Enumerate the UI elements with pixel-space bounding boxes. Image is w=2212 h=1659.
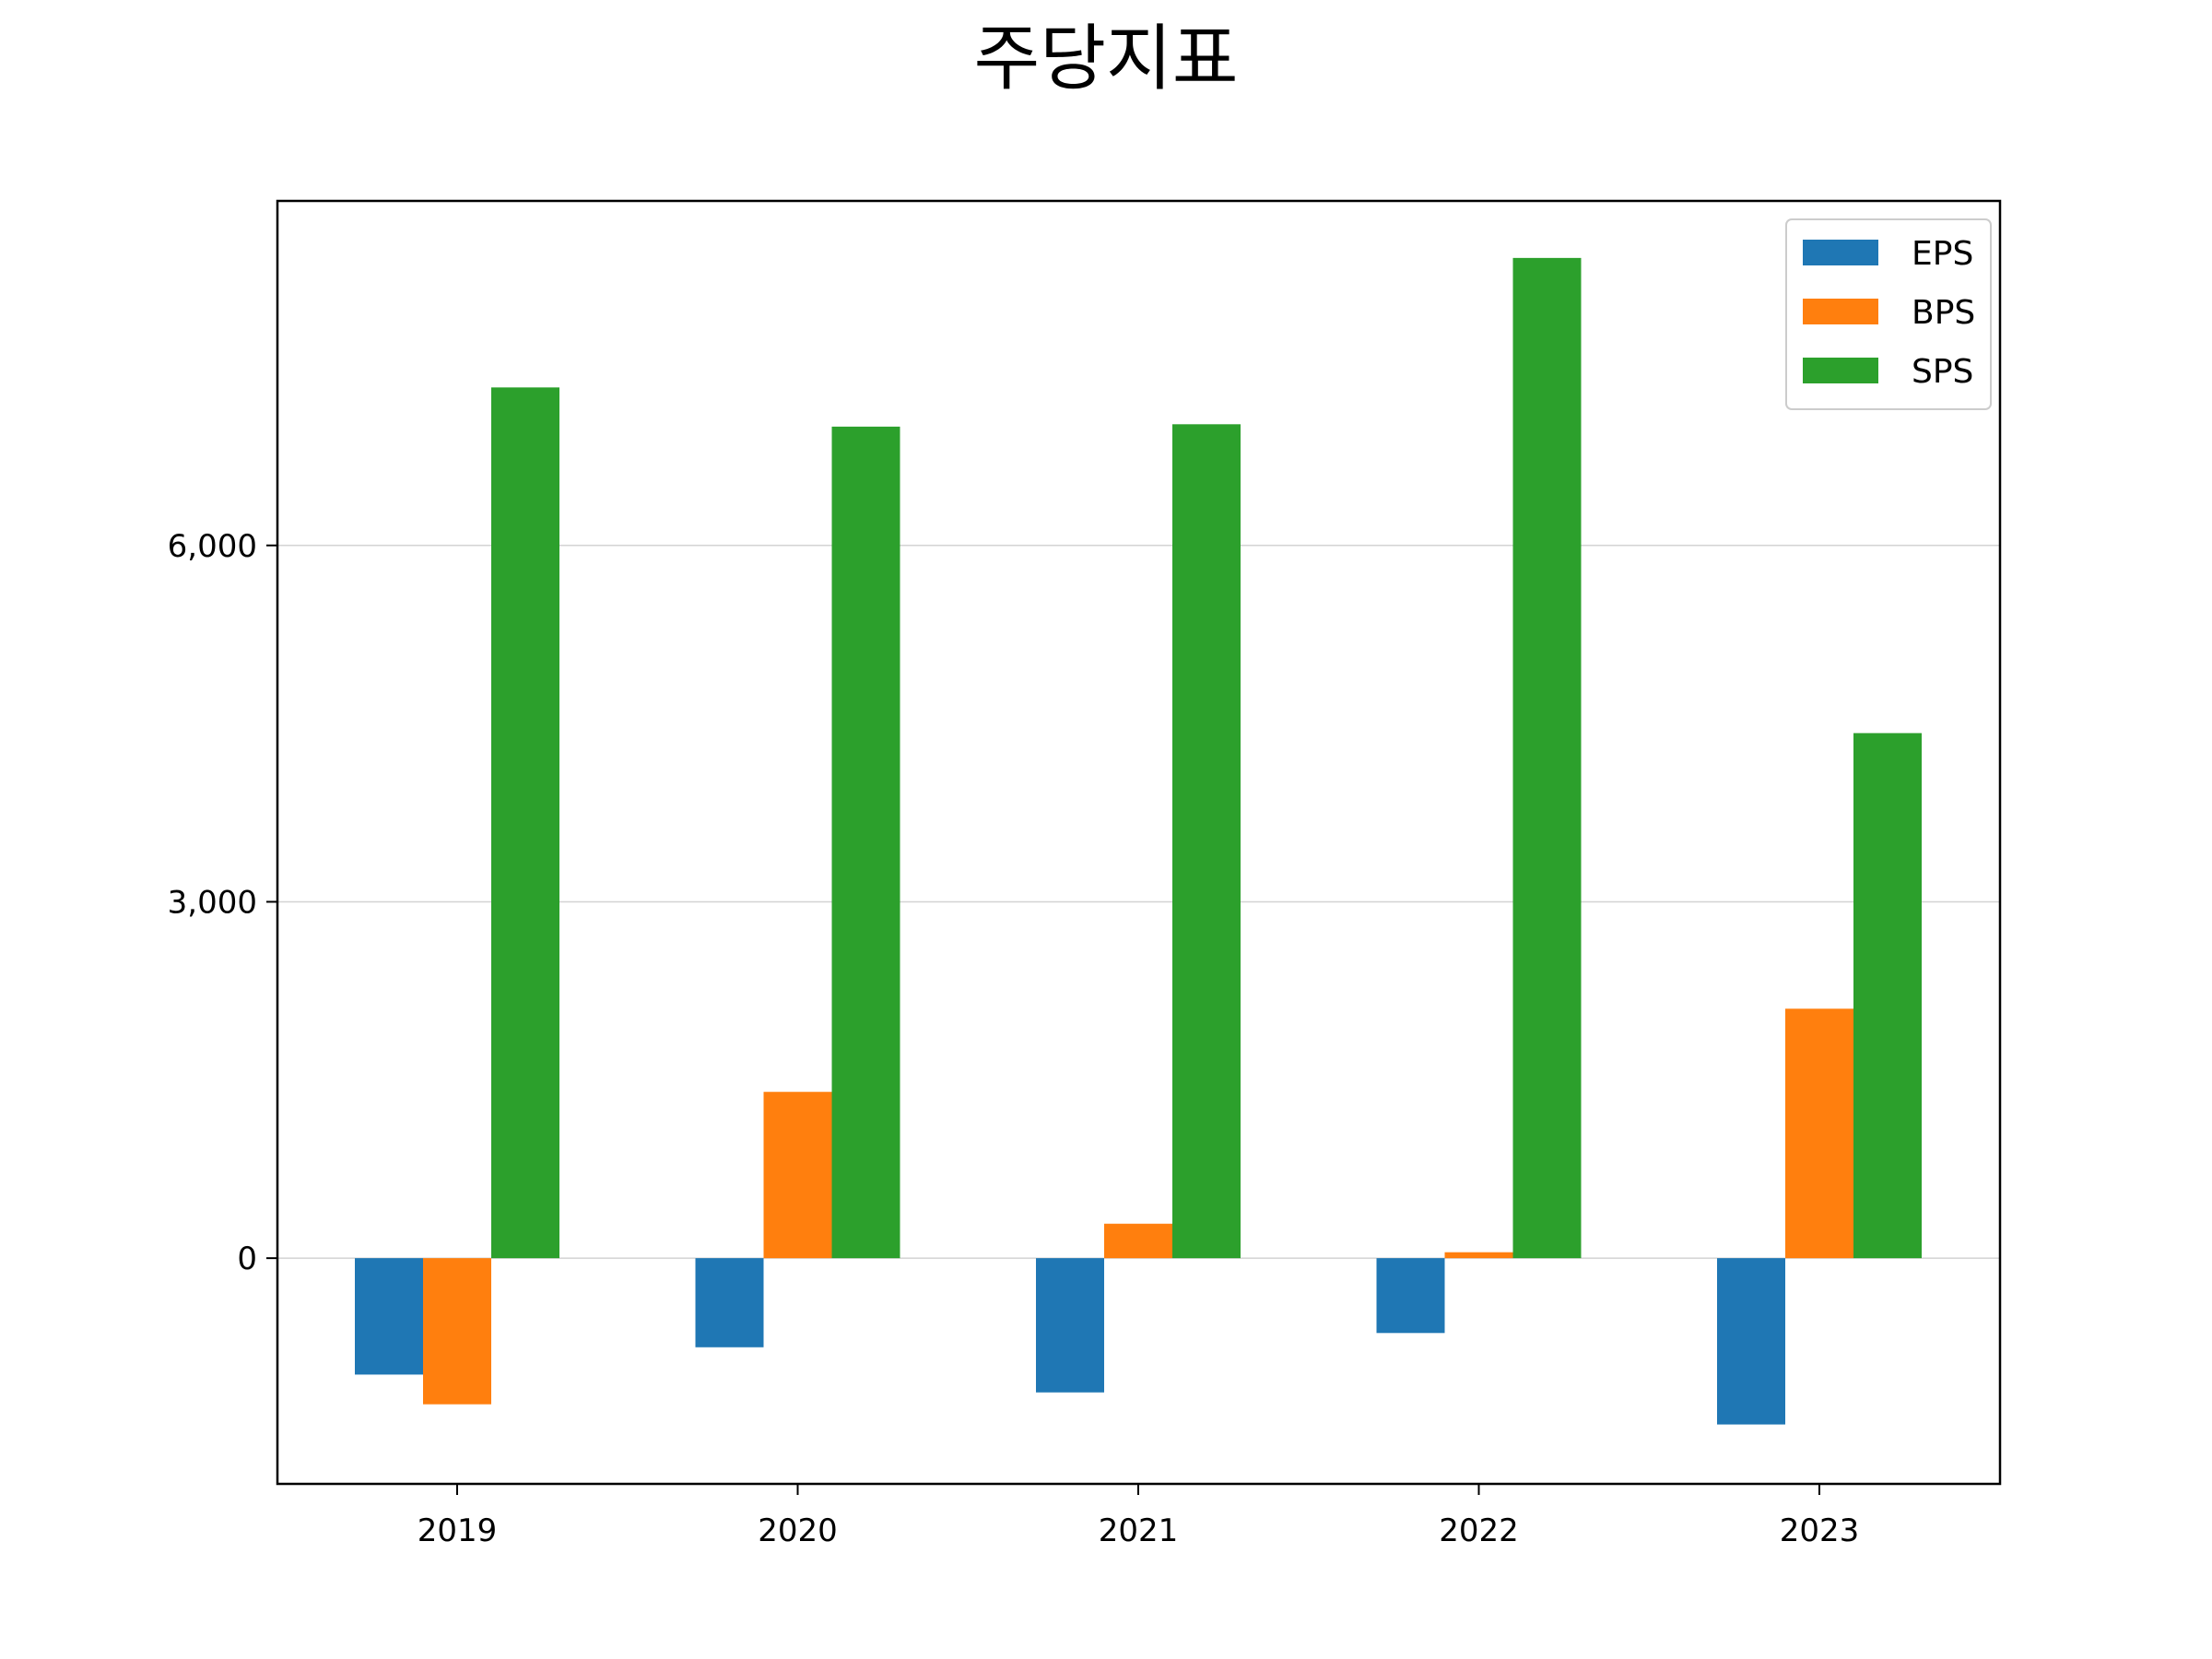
bar-eps-2022 [1376,1258,1445,1334]
bar-bps-2021 [1104,1223,1172,1259]
bar-sps-2023 [1853,733,1922,1259]
bar-sps-2021 [1172,424,1241,1259]
y-axis: 0 3,000 6,000 [168,528,277,1277]
legend: EPS BPS SPS [1785,218,1992,410]
x-tick-label: 2022 [1439,1512,1519,1549]
chart-title: 주당지표 [973,18,1238,100]
x-tick-label: 2019 [418,1512,498,1549]
bar-bps-2023 [1785,1008,1853,1259]
bar-eps-2023 [1717,1258,1785,1425]
bar-sps-2022 [1512,257,1582,1259]
bar-bps-2022 [1444,1252,1513,1259]
y-tick-label: 6,000 [168,528,257,565]
legend-label-eps: EPS [1912,235,1973,273]
bar-sps-2019 [491,387,559,1259]
legend-label-sps: SPS [1912,353,1973,391]
bar-bps-2019 [423,1258,491,1405]
legend-swatch-eps [1803,240,1878,265]
x-axis: 2019 2020 2021 2022 2023 [418,1484,1860,1549]
legend-label-bps: BPS [1912,294,1975,332]
bar-eps-2020 [695,1258,764,1347]
x-tick-label: 2023 [1780,1512,1860,1549]
bar-eps-2021 [1036,1258,1104,1393]
bar-eps-2019 [355,1258,423,1375]
bar-sps-2020 [831,426,900,1259]
bar-bps-2020 [763,1091,832,1259]
y-tick-label: 0 [237,1241,257,1277]
legend-swatch-bps [1803,299,1878,324]
x-tick-label: 2021 [1099,1512,1179,1549]
legend-swatch-sps [1803,358,1878,383]
y-tick-label: 3,000 [168,884,257,921]
bars [355,257,1922,1425]
x-tick-label: 2020 [758,1512,838,1549]
